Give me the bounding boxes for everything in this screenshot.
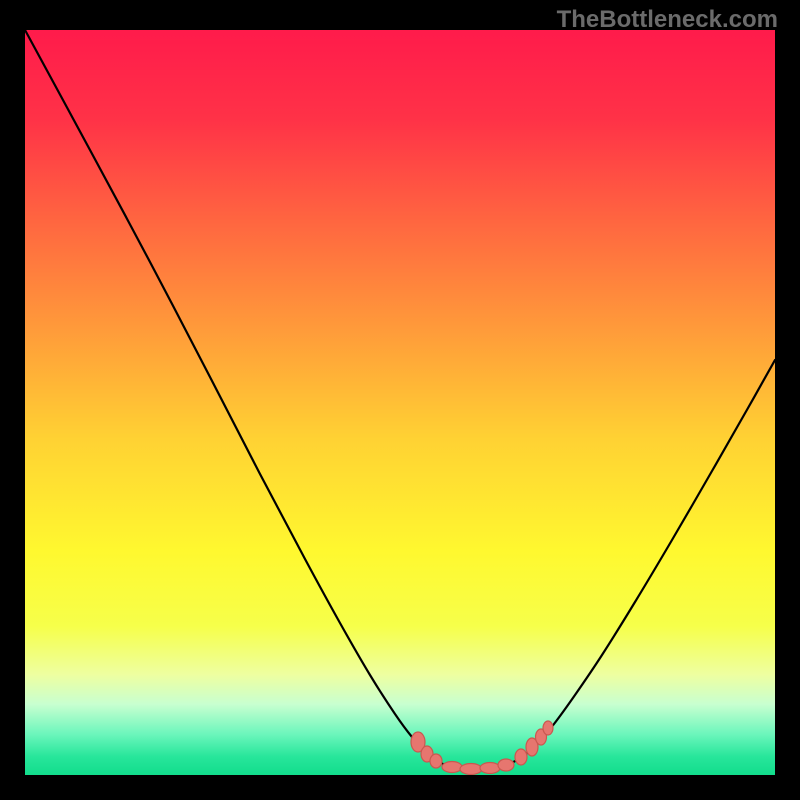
curve-marker	[543, 721, 553, 735]
curve-marker	[430, 754, 442, 768]
curve-marker	[515, 749, 527, 765]
plot-area	[25, 30, 775, 775]
curve-marker	[442, 762, 462, 773]
chart-frame: TheBottleneck.com	[0, 0, 800, 800]
watermark-text: TheBottleneck.com	[557, 6, 778, 34]
curve-marker	[460, 764, 482, 775]
curve-marker	[480, 763, 500, 774]
curve-marker	[498, 759, 514, 771]
gradient-background	[25, 30, 775, 775]
chart-svg	[25, 30, 775, 775]
